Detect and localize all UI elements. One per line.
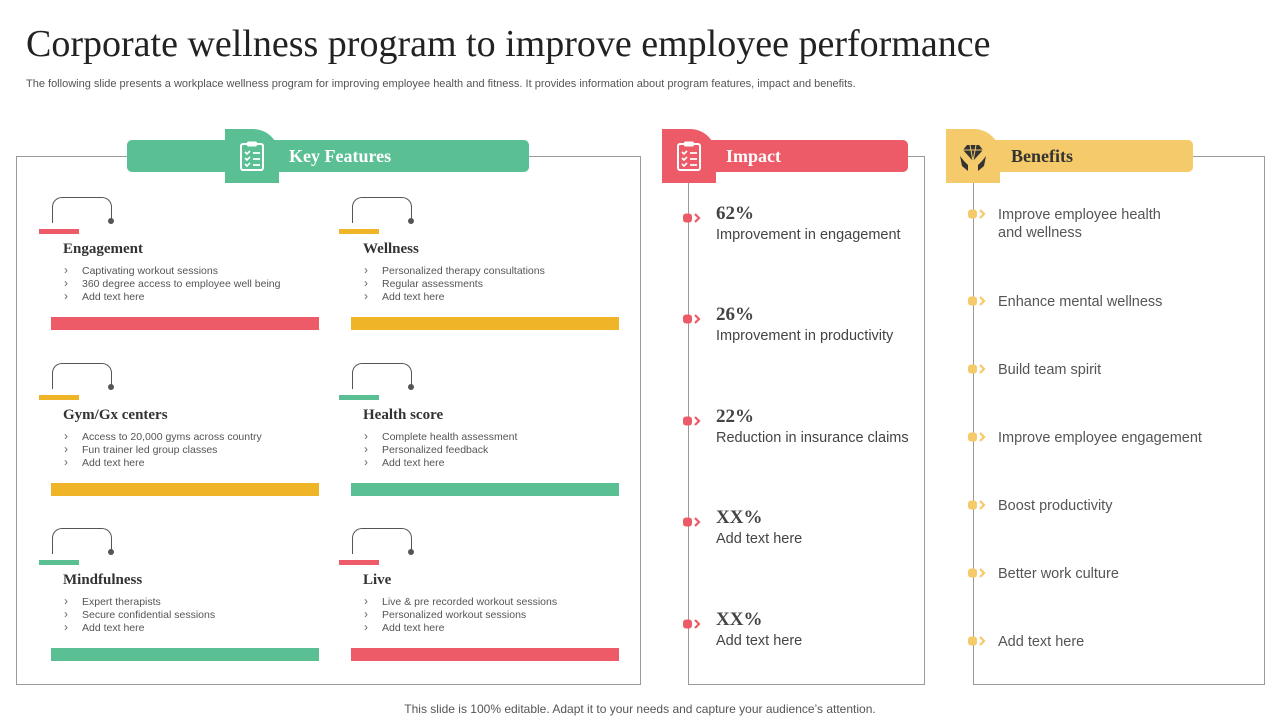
feature-title: Engagement xyxy=(63,241,143,257)
chevron-marker-icon xyxy=(968,636,986,646)
feature-list: Expert therapistsSecure confidential ses… xyxy=(63,595,215,635)
impact-value: XX% xyxy=(716,609,763,630)
benefit-label: Improve employee health and wellness xyxy=(998,207,1161,241)
feature-list: Captivating workout sessions360 degree a… xyxy=(63,264,280,304)
feature-card: Health score Complete health assessmentPe… xyxy=(339,363,619,501)
feature-title: Gym/Gx centers xyxy=(63,407,168,423)
feature-list-item: Add text here xyxy=(363,290,545,304)
slide-subtitle: The following slide presents a workplace… xyxy=(26,78,856,90)
impact-value: 26% xyxy=(716,304,754,325)
color-bar xyxy=(351,483,619,496)
feature-title: Wellness xyxy=(363,241,419,257)
feature-list-item: Add text here xyxy=(63,621,215,635)
impact-label: Add text here xyxy=(716,633,803,649)
feature-card: Wellness Personalized therapy consultatio… xyxy=(339,197,619,335)
feature-list-item: Add text here xyxy=(363,456,517,470)
chevron-marker-icon xyxy=(968,432,986,442)
feature-list-item: Complete health assessment xyxy=(363,430,517,444)
color-bar xyxy=(351,317,619,330)
impact-label: Improvement in productivity xyxy=(716,328,894,344)
feature-title: Health score xyxy=(363,407,444,423)
slide-footer: This slide is 100% editable. Adapt it to… xyxy=(404,702,876,716)
impact-value: 22% xyxy=(716,406,754,427)
feature-list-item: 360 degree access to employee well being xyxy=(63,277,280,291)
color-tab xyxy=(39,229,79,234)
feature-list-item: Access to 20,000 gyms across country xyxy=(63,430,262,444)
key-features-panel: Engagement Captivating workout sessions36… xyxy=(16,156,641,685)
color-tab xyxy=(339,560,379,565)
connector-line xyxy=(352,197,412,223)
connector-dot xyxy=(408,549,414,555)
feature-list: Live & pre recorded workout sessionsPers… xyxy=(363,595,557,635)
feature-title: Live xyxy=(363,572,392,588)
impact-label: Add text here xyxy=(716,531,803,547)
feature-list-item: Add text here xyxy=(363,621,557,635)
benefit-label: Better work culture xyxy=(998,566,1119,582)
key-features-header: Key Features xyxy=(127,140,529,172)
color-tab xyxy=(339,229,379,234)
color-tab xyxy=(339,395,379,400)
feature-card: Live Live & pre recorded workout sessions… xyxy=(339,528,619,666)
feature-list-item: Personalized therapy consultations xyxy=(363,264,545,278)
feature-list-item: Expert therapists xyxy=(63,595,215,609)
feature-card: Mindfulness Expert therapistsSecure confi… xyxy=(39,528,319,666)
connector-line xyxy=(52,363,112,389)
feature-list-item: Personalized feedback xyxy=(363,443,517,457)
impact-label: Reduction in insurance claims xyxy=(716,430,909,446)
chevron-marker-icon xyxy=(968,209,986,219)
chevron-marker-icon xyxy=(683,619,701,629)
feature-list-item: Add text here xyxy=(63,456,262,470)
color-bar xyxy=(51,483,319,496)
feature-list-item: Fun trainer led group classes xyxy=(63,443,262,457)
connector-dot xyxy=(108,549,114,555)
chevron-marker-icon xyxy=(683,213,701,223)
benefit-label: Improve employee engagement xyxy=(998,430,1202,446)
feature-list-item: Captivating workout sessions xyxy=(63,264,280,278)
connector-line xyxy=(352,363,412,389)
color-bar xyxy=(351,648,619,661)
benefit-label: Add text here xyxy=(998,634,1085,650)
feature-card: Engagement Captivating workout sessions36… xyxy=(39,197,319,335)
feature-list-item: Secure confidential sessions xyxy=(63,608,215,622)
color-tab xyxy=(39,560,79,565)
chevron-marker-icon xyxy=(968,500,986,510)
feature-list-item: Personalized workout sessions xyxy=(363,608,557,622)
slide-title: Corporate wellness program to improve em… xyxy=(26,23,991,65)
connector-dot xyxy=(108,384,114,390)
impact-panel: 62% Improvement in engagement 26% Improveme… xyxy=(683,156,925,685)
connector-line xyxy=(52,528,112,554)
feature-title: Mindfulness xyxy=(63,572,143,588)
impact-value: XX% xyxy=(716,507,763,528)
feature-list: Access to 20,000 gyms across countryFun … xyxy=(63,430,262,470)
feature-list-item: Live & pre recorded workout sessions xyxy=(363,595,557,609)
connector-dot xyxy=(408,218,414,224)
chevron-marker-icon xyxy=(968,364,986,374)
feature-list-item: Regular assessments xyxy=(363,277,545,291)
connector-dot xyxy=(408,384,414,390)
feature-card: Gym/Gx centers Access to 20,000 gyms acro… xyxy=(39,363,319,501)
benefit-label: Build team spirit xyxy=(998,362,1102,378)
clipboard-checklist-icon xyxy=(662,129,716,183)
impact-value: 62% xyxy=(716,203,754,224)
chevron-marker-icon xyxy=(683,517,701,527)
feature-list: Complete health assessmentPersonalized f… xyxy=(363,430,517,470)
chevron-marker-icon xyxy=(683,314,701,324)
connector-line xyxy=(352,528,412,554)
benefits-panel: Improve employee health and wellness Enha… xyxy=(968,156,1265,685)
chevron-marker-icon xyxy=(968,568,986,578)
chevron-marker-icon xyxy=(968,296,986,306)
benefit-label: Enhance mental wellness xyxy=(998,294,1163,310)
connector-line xyxy=(52,197,112,223)
connector-dot xyxy=(108,218,114,224)
feature-list-item: Add text here xyxy=(63,290,280,304)
color-bar xyxy=(51,317,319,330)
hands-diamond-icon xyxy=(946,129,1000,183)
color-bar xyxy=(51,648,319,661)
chevron-marker-icon xyxy=(683,416,701,426)
clipboard-checklist-icon xyxy=(225,129,279,183)
color-tab xyxy=(39,395,79,400)
impact-label: Improvement in engagement xyxy=(716,227,901,243)
benefit-label: Boost productivity xyxy=(998,498,1113,514)
feature-list: Personalized therapy consultationsRegula… xyxy=(363,264,545,304)
